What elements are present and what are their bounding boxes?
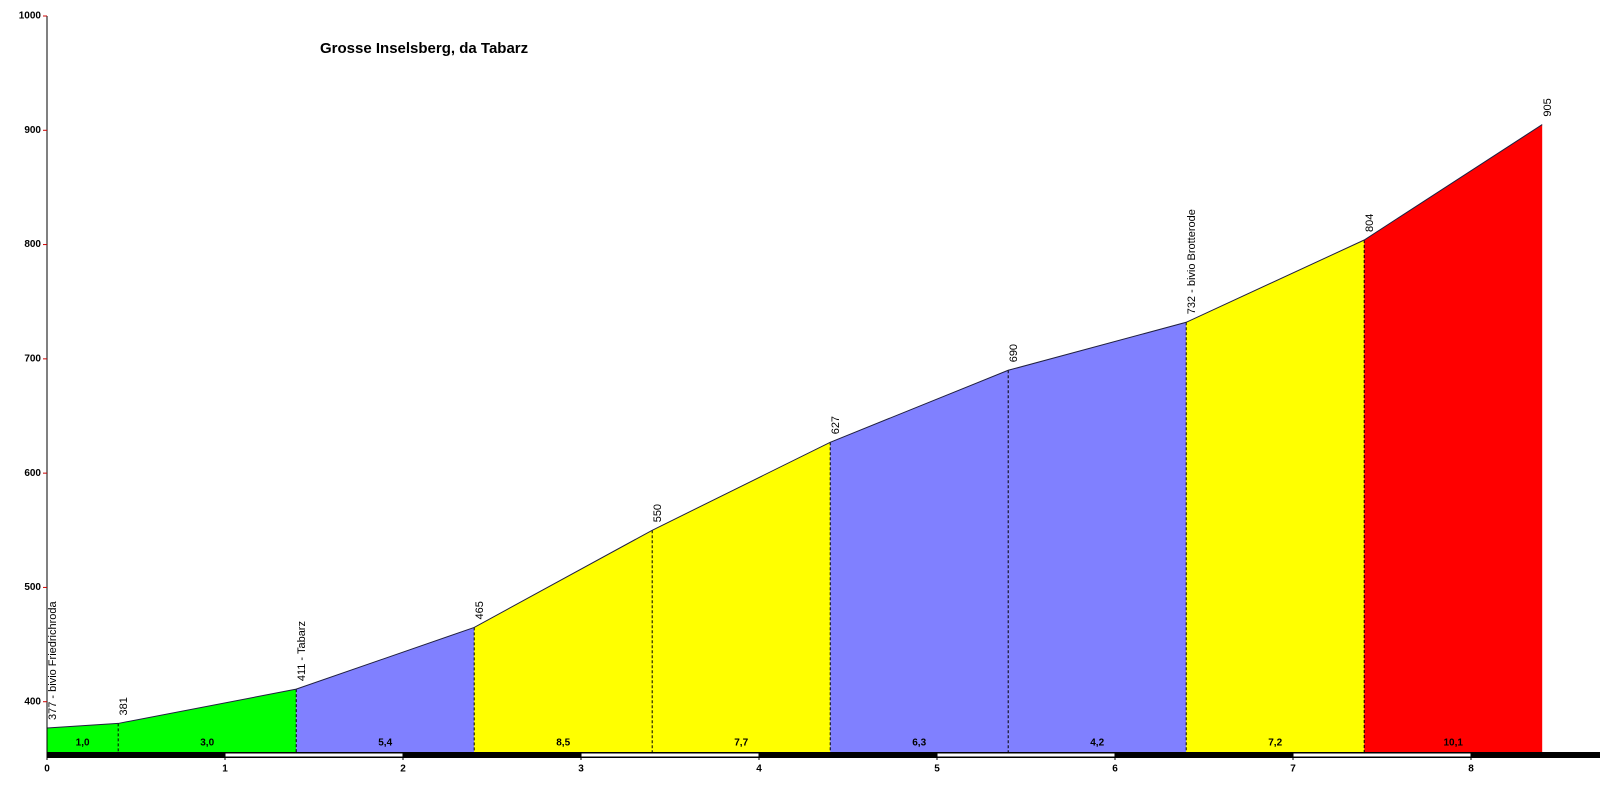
profile-line	[46, 124, 1543, 729]
x-tick-label: 6	[1112, 764, 1118, 775]
point-label: 732 - bivio Brotterode	[1186, 209, 1198, 314]
gradient-label: 10,1	[1443, 738, 1463, 749]
gradient-label: 1,0	[76, 738, 90, 749]
x-tick-label: 3	[578, 764, 584, 775]
segment-fill	[1186, 240, 1365, 752]
point-label: 690	[1008, 344, 1020, 362]
y-tick-label: 400	[24, 696, 41, 707]
y-tick-label: 500	[24, 582, 41, 593]
segment-fill	[47, 723, 119, 752]
segment-fill	[830, 370, 1009, 752]
x-axis-bar-white	[225, 753, 403, 757]
gradient-label: 7,7	[734, 738, 748, 749]
segment-fill	[1364, 124, 1543, 753]
x-axis-bar	[47, 752, 1600, 758]
point-label: 411 - Tabarz	[296, 621, 308, 681]
point-label: 804	[1364, 214, 1376, 232]
x-axis-bar-white	[937, 753, 1115, 757]
gradient-label: 8,5	[556, 738, 570, 749]
x-tick-label: 5	[934, 764, 940, 775]
gradient-label: 3,0	[200, 738, 214, 749]
segment-fill	[1008, 322, 1187, 752]
point-label: 381	[118, 697, 130, 715]
point-label: 905	[1542, 98, 1554, 116]
point-label: 377 - bivio Friedrichroda	[47, 601, 59, 720]
segment-fill	[474, 530, 653, 752]
point-label: 627	[830, 416, 842, 434]
gradient-label: 7,2	[1268, 738, 1282, 749]
point-label: 550	[652, 504, 664, 522]
gradient-label: 5,4	[378, 738, 392, 749]
x-tick-label: 7	[1290, 764, 1296, 775]
gradient-label: 4,2	[1090, 738, 1104, 749]
y-tick-label: 900	[24, 125, 41, 136]
y-tick-label: 600	[24, 468, 41, 479]
y-tick-label: 800	[24, 239, 41, 250]
gradient-label: 6,3	[912, 738, 926, 749]
x-tick-label: 1	[222, 764, 228, 775]
point-label: 465	[474, 601, 486, 619]
y-tick-label: 1000	[19, 11, 42, 22]
segment-fill	[652, 442, 831, 752]
segment-fill	[296, 627, 475, 752]
x-axis-bar-white	[581, 753, 759, 757]
y-tick-label: 700	[24, 353, 41, 364]
x-tick-label: 2	[400, 764, 406, 775]
x-tick-label: 0	[44, 764, 50, 775]
x-axis-bar-white	[1293, 753, 1471, 757]
chart-title: Grosse Inselsberg, da Tabarz	[320, 40, 528, 57]
segment-fill	[118, 689, 297, 752]
x-tick-label: 4	[756, 764, 762, 775]
x-tick-label: 8	[1468, 764, 1474, 775]
